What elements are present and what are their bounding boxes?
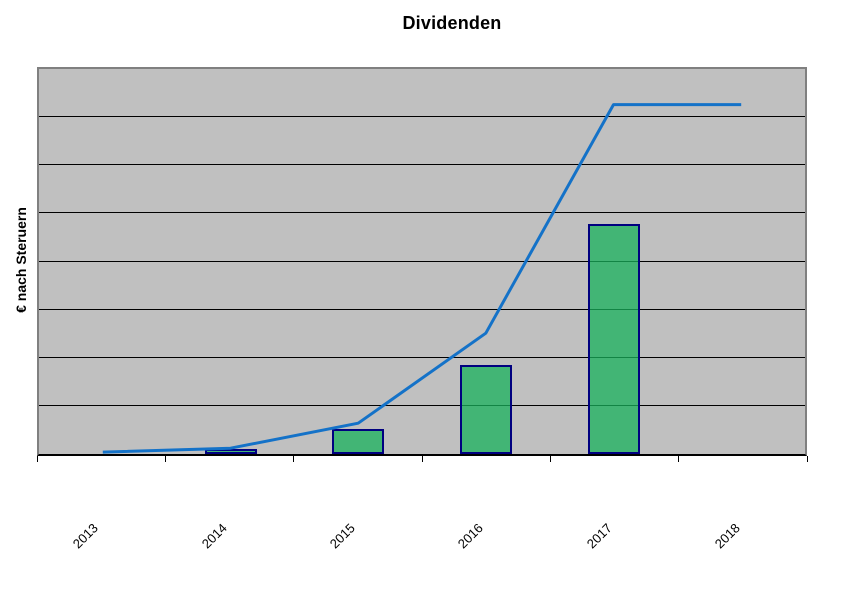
gridline (39, 212, 805, 214)
y-axis-label: € nach Steruern (13, 207, 29, 313)
gridline (39, 164, 805, 166)
x-tick-mark (806, 456, 808, 462)
plot-area (37, 67, 807, 456)
x-tick-label: 2016 (455, 520, 487, 552)
x-tick-label: 2015 (326, 520, 358, 552)
chart-title: Dividenden (402, 13, 502, 33)
x-tick-label: 2014 (198, 520, 230, 552)
bar-2015 (332, 428, 385, 454)
gridline (39, 356, 805, 358)
bar-2014 (204, 448, 257, 454)
gridlines-layer (39, 69, 805, 454)
gridline (39, 260, 805, 262)
x-tick-mark (293, 456, 295, 462)
trend-line-layer (102, 103, 742, 454)
bar-series-layer (39, 69, 805, 454)
trend-line (102, 103, 742, 454)
gridline (39, 404, 805, 406)
x-tick-label: 2017 (583, 520, 615, 552)
x-tick-label: 2013 (70, 520, 102, 552)
gridline (39, 308, 805, 310)
x-axis-labels: 2013 2014 2015 2016 2017 2018 (37, 456, 807, 589)
x-axis-ticks (36, 456, 808, 463)
gridline (39, 116, 805, 118)
bar-2016 (459, 365, 512, 454)
x-tick-mark (549, 456, 551, 462)
x-tick-label: 2018 (711, 520, 743, 552)
x-tick-mark (164, 456, 166, 462)
x-tick-mark (36, 456, 38, 462)
bar-2017 (587, 224, 640, 454)
x-tick-mark (678, 456, 680, 462)
x-tick-mark (421, 456, 423, 462)
